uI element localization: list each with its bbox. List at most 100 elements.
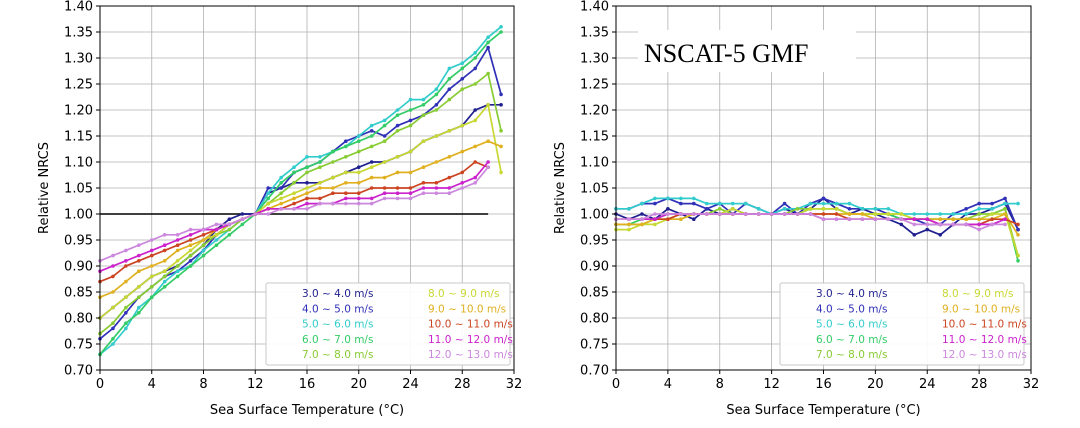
data-point — [447, 97, 452, 102]
data-point — [253, 212, 258, 216]
y-tick-label: 1.00 — [580, 208, 609, 223]
data-point — [743, 212, 748, 216]
legend-entry: 8.0 ~ 9.0 m/s — [942, 288, 1013, 300]
legend-entry: 9.0 ~ 10.0 m/s — [428, 303, 506, 315]
data-point — [266, 186, 270, 190]
data-point — [473, 56, 477, 60]
y-tick-label: 0.80 — [64, 312, 93, 327]
data-point — [679, 196, 683, 201]
data-point — [964, 212, 968, 216]
data-point — [369, 201, 374, 206]
data-point — [369, 175, 374, 180]
x-tick-label: 12 — [763, 377, 780, 392]
data-point — [201, 227, 206, 232]
data-point — [499, 25, 503, 29]
data-point — [111, 321, 115, 326]
data-point — [899, 222, 904, 227]
data-point — [395, 155, 400, 159]
right-chart: 0 4 8 12 16 20 24 28 32 0.70 0.75 0.80 0.85 0.90 0.95 1… — [553, 0, 1039, 418]
data-point — [977, 222, 981, 227]
data-point — [266, 207, 270, 211]
series-line — [99, 72, 502, 335]
x-tick-label: 0 — [96, 377, 104, 392]
data-point — [305, 170, 309, 175]
data-point — [240, 212, 245, 216]
data-point — [124, 264, 128, 268]
data-point — [188, 264, 193, 268]
legend-entry: 11.0 ~ 12.0 m/s — [428, 334, 513, 346]
data-point — [499, 129, 503, 133]
x-tick-label: 8 — [716, 377, 724, 392]
data-point — [175, 248, 180, 253]
data-point — [395, 170, 400, 175]
data-point — [318, 181, 322, 185]
legend-box — [265, 282, 511, 366]
data-point — [305, 181, 309, 185]
y-tick-label: 1.35 — [580, 26, 609, 41]
data-point — [305, 196, 309, 201]
data-point — [356, 191, 361, 195]
data-point — [175, 238, 180, 242]
data-point — [305, 155, 309, 159]
data-point — [124, 259, 128, 263]
data-point — [356, 181, 361, 185]
data-point — [460, 149, 465, 154]
data-point — [356, 196, 361, 201]
data-point — [162, 248, 167, 253]
data-point — [111, 264, 115, 268]
data-point — [149, 248, 154, 253]
data-point — [860, 207, 865, 211]
data-point — [162, 243, 167, 247]
data-point — [344, 170, 348, 175]
y-tick-label: 1.20 — [580, 104, 609, 119]
data-point — [279, 191, 283, 195]
data-point — [266, 201, 270, 206]
data-point — [201, 238, 206, 242]
x-tick-label: 4 — [148, 377, 156, 392]
data-point — [421, 165, 426, 169]
data-point — [408, 97, 413, 102]
data-point — [666, 207, 670, 211]
data-point — [912, 212, 917, 216]
y-tick-label: 1.30 — [580, 52, 609, 67]
data-point — [137, 259, 141, 263]
data-point — [640, 217, 644, 221]
data-point — [951, 222, 955, 227]
data-point — [1003, 212, 1007, 216]
data-point — [460, 181, 465, 185]
data-point — [434, 160, 439, 164]
data-point — [912, 217, 917, 221]
data-point — [460, 123, 465, 128]
data-point — [149, 295, 154, 300]
data-point — [201, 233, 206, 237]
data-point — [214, 222, 219, 227]
data-point — [990, 222, 994, 227]
data-point — [162, 259, 167, 263]
data-point — [111, 290, 115, 294]
x-tick-label: 28 — [971, 377, 988, 392]
data-point — [460, 87, 465, 91]
data-point — [395, 196, 400, 201]
data-point — [847, 201, 852, 206]
data-point — [460, 170, 465, 175]
series-line — [99, 103, 502, 319]
data-point — [756, 207, 761, 211]
data-point — [769, 212, 774, 216]
data-point — [434, 103, 439, 107]
data-point — [382, 123, 387, 128]
data-point — [473, 160, 477, 164]
data-point — [473, 118, 477, 123]
data-point — [395, 129, 400, 133]
data-point — [860, 212, 865, 216]
data-point — [279, 181, 283, 185]
legend-entry: 3.0 ~ 4.0 m/s — [816, 288, 887, 300]
data-point — [162, 269, 167, 274]
data-point — [331, 175, 335, 180]
data-point — [653, 201, 657, 206]
y-tick-label: 0.95 — [580, 234, 609, 249]
data-point — [305, 207, 309, 211]
data-point — [356, 149, 361, 154]
data-point — [1016, 222, 1020, 227]
y-tick-label: 0.90 — [64, 260, 93, 275]
legend-entry: 10.0 ~ 11.0 m/s — [428, 319, 513, 331]
